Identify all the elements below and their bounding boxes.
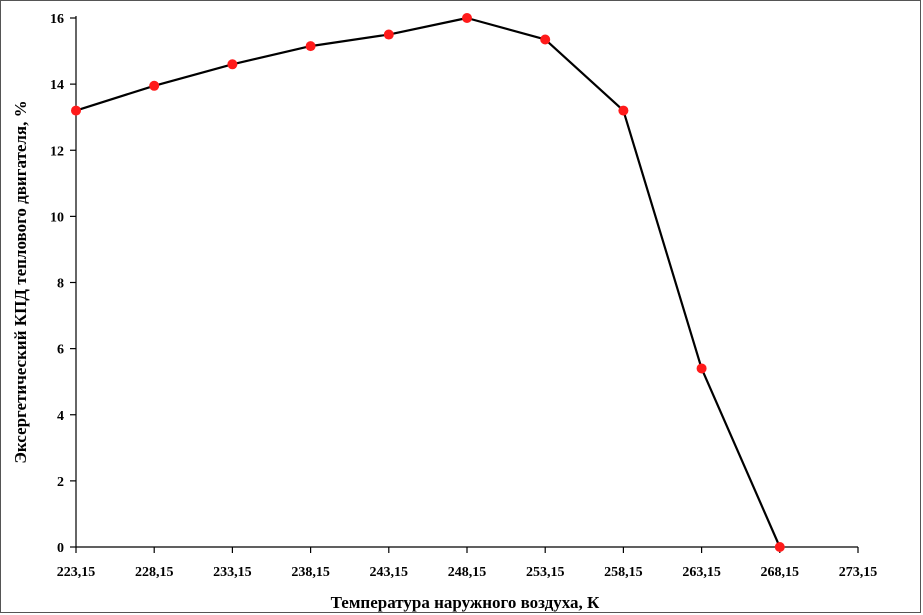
y-tick-label: 12 bbox=[50, 144, 64, 159]
data-point bbox=[540, 34, 551, 45]
x-tick-label: 268,15 bbox=[761, 565, 800, 580]
y-tick-label: 0 bbox=[57, 541, 64, 556]
data-point bbox=[227, 59, 238, 70]
x-tick-label: 273,15 bbox=[839, 565, 878, 580]
x-tick-label: 248,15 bbox=[448, 565, 487, 580]
y-tick-label: 16 bbox=[50, 12, 64, 27]
data-point bbox=[462, 13, 472, 23]
data-point bbox=[71, 105, 81, 116]
axes bbox=[75, 16, 858, 548]
x-axis-ticks: 223,15 228,15 233,15 238,15 243,15 248,15 253,… bbox=[57, 547, 878, 580]
y-tick-label: 8 bbox=[57, 277, 64, 292]
data-point bbox=[774, 542, 785, 552]
y-tick-label: 2 bbox=[57, 475, 64, 490]
x-tick-label: 258,15 bbox=[604, 565, 643, 580]
y-axis-title: Эксергетический КПД теплового двигателя,… bbox=[11, 100, 30, 463]
y-tick-label: 4 bbox=[57, 409, 64, 424]
y-tick-label: 10 bbox=[50, 210, 64, 225]
data-point bbox=[696, 363, 707, 374]
x-tick-label: 228,15 bbox=[135, 565, 174, 580]
y-tick-label: 14 bbox=[50, 78, 64, 93]
y-axis-ticks: 0 2 4 6 8 10 12 14 16 bbox=[50, 12, 76, 556]
x-tick-label: 243,15 bbox=[370, 565, 409, 580]
x-tick-label: 253,15 bbox=[526, 565, 565, 580]
y-tick-label: 6 bbox=[57, 343, 64, 358]
data-point bbox=[383, 29, 394, 40]
data-point bbox=[618, 105, 629, 116]
data-point bbox=[305, 41, 316, 52]
x-tick-label: 233,15 bbox=[213, 565, 252, 580]
series-line bbox=[75, 16, 781, 548]
x-axis-title: Температура наружного воздуха, К bbox=[331, 593, 600, 612]
x-tick-label: 263,15 bbox=[682, 565, 721, 580]
x-tick-label: 238,15 bbox=[291, 565, 330, 580]
data-point bbox=[149, 80, 160, 91]
series-group bbox=[71, 13, 785, 552]
x-tick-label: 223,15 bbox=[57, 565, 96, 580]
